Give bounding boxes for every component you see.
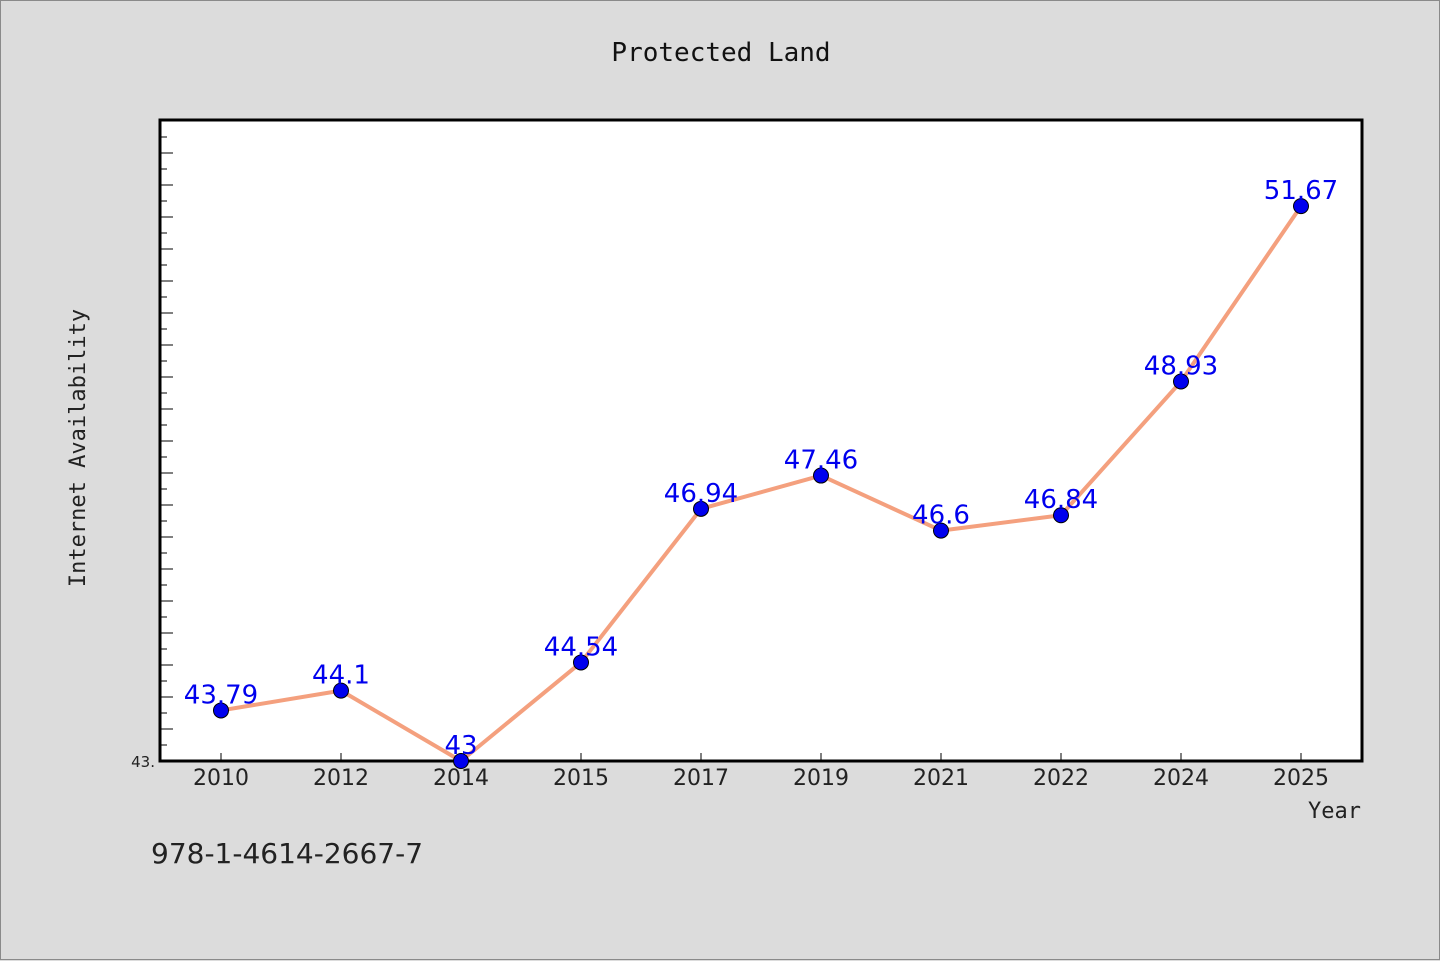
x-tick-label: 2022	[1033, 766, 1089, 791]
data-point	[573, 654, 589, 671]
data-point	[1173, 373, 1189, 390]
data-point	[453, 753, 469, 769]
x-tick-label: 2014	[433, 766, 489, 791]
data-point	[813, 467, 829, 484]
data-label: 44.54	[544, 632, 618, 662]
data-label: 46.84	[1024, 485, 1098, 515]
x-tick-label: 2025	[1273, 766, 1329, 791]
x-tick-label: 2019	[793, 766, 849, 791]
data-point	[1053, 507, 1069, 524]
data-points	[213, 198, 1309, 769]
data-labels: 43.79 44.1 43 44.54 46.94 47.46 46.6 46.84 48.93…	[184, 176, 1338, 761]
series-line	[219, 204, 1303, 763]
data-label: 43.79	[184, 680, 258, 710]
data-label: 44.1	[312, 661, 370, 691]
series-line-group	[219, 204, 1303, 763]
data-label: 43	[444, 731, 477, 761]
x-tick-label: 2012	[313, 766, 369, 791]
data-point	[333, 682, 349, 699]
y-tick-label: 43.	[131, 753, 155, 771]
y-axis-ticks	[161, 120, 173, 762]
x-tick-label: 2017	[673, 766, 729, 791]
data-point	[1293, 198, 1309, 215]
x-tick-label: 2021	[913, 766, 969, 791]
x-axis-ticks: 2010 2012 2014 2015 2017 2019 2021 2022 2024 2025	[193, 753, 1329, 791]
x-tick-label: 2024	[1153, 766, 1209, 791]
data-label: 51.67	[1264, 176, 1338, 206]
data-label: 46.94	[664, 479, 738, 509]
x-tick-label: 2010	[193, 766, 249, 791]
plot-area	[158, 118, 1364, 763]
data-label: 48.93	[1144, 351, 1218, 381]
data-label: 46.6	[912, 501, 970, 531]
x-axis-title: Year	[1308, 799, 1361, 824]
data-point	[693, 500, 709, 517]
chart-title: Protected Land	[611, 38, 830, 68]
isbn-footer: 978-1-4614-2667-7	[151, 837, 423, 870]
data-label: 47.46	[784, 446, 858, 476]
data-point	[933, 522, 949, 539]
data-point	[213, 702, 229, 719]
x-tick-label: 2015	[553, 766, 609, 791]
y-axis-title: Internet Availability	[66, 309, 91, 587]
